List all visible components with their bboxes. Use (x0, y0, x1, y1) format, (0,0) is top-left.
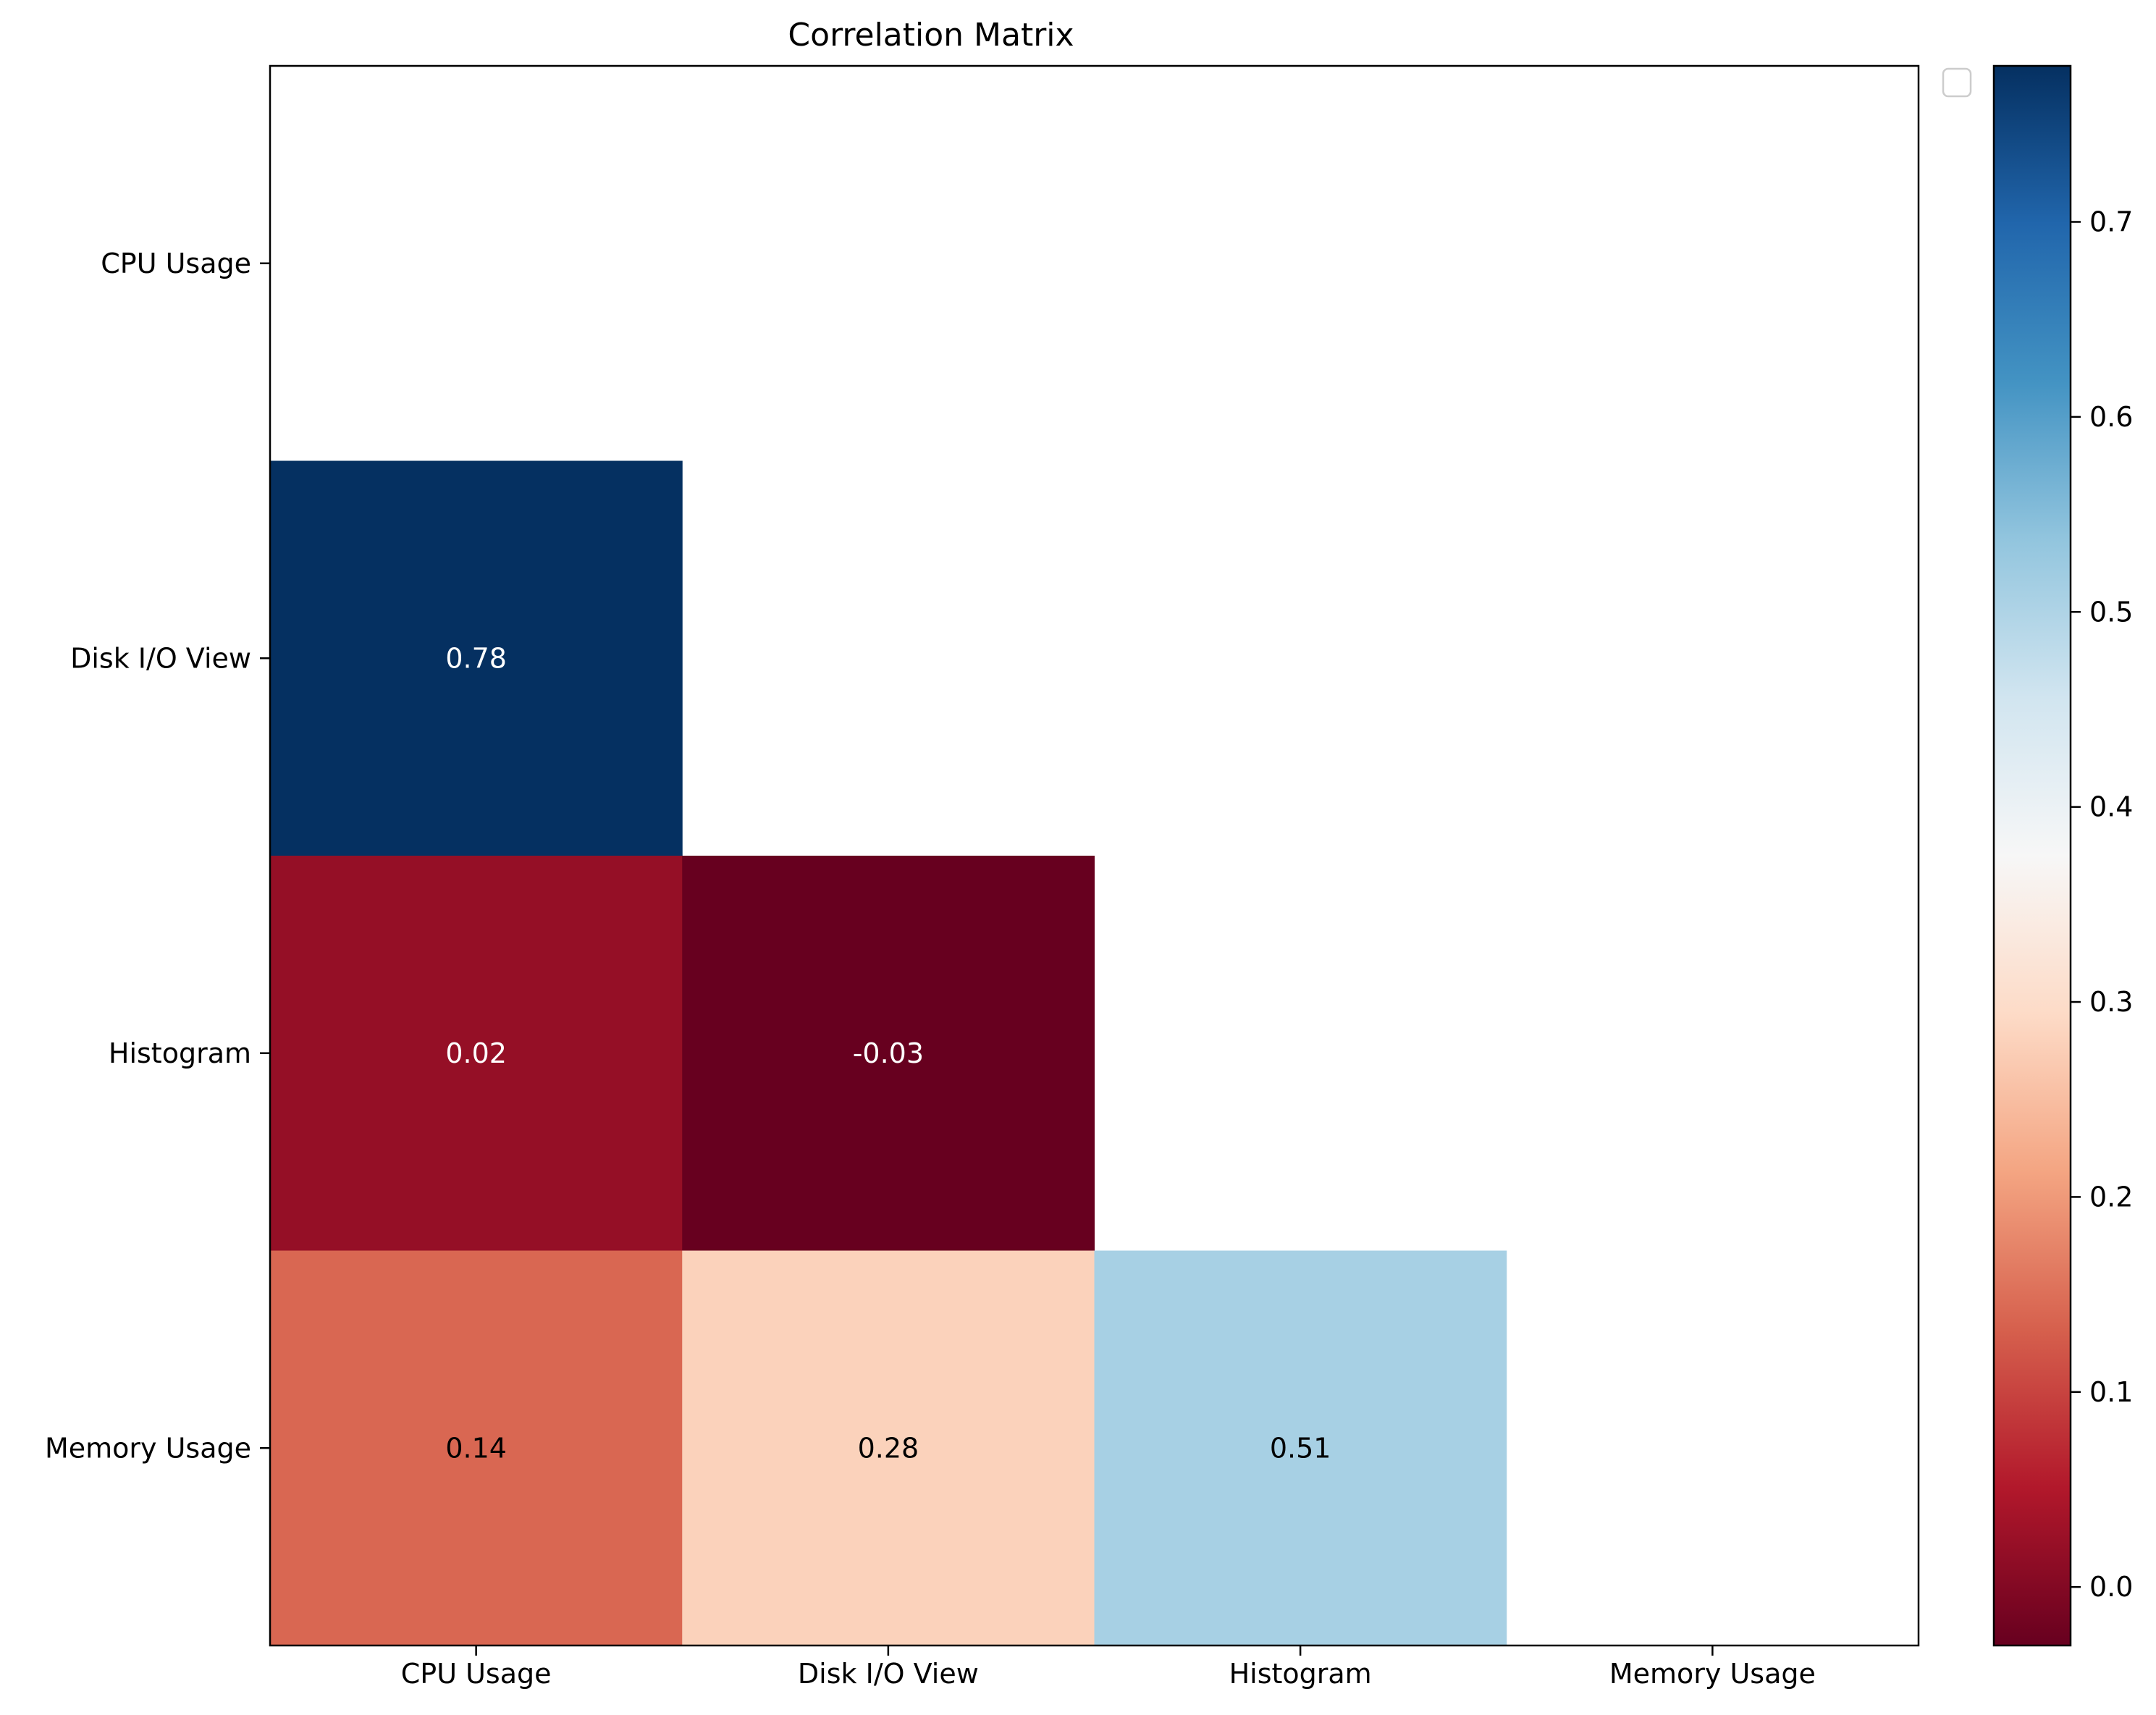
colorbar-tick-label: 0.0 (2089, 1571, 2133, 1603)
x-axis: CPU Usage Disk I/O View Histogram Memory Us… (401, 1646, 1816, 1690)
heatmap-cell (270, 1250, 683, 1646)
heatmap-cell (270, 856, 683, 1251)
heatmap-cell-labels: 0.78 0.02 -0.03 0.14 0.28 0.51 (445, 642, 1331, 1464)
chart-title: Correlation Matrix (788, 17, 1074, 54)
colorbar-tick-label: 0.6 (2089, 401, 2133, 433)
x-tick-label: CPU Usage (401, 1658, 552, 1690)
cell-value-label: -0.03 (853, 1037, 924, 1069)
y-axis: CPU Usage Disk I/O View Histogram Memory Us… (45, 248, 270, 1464)
colorbar-tick-label: 0.5 (2089, 596, 2133, 628)
y-tick-label: Histogram (109, 1037, 251, 1069)
heatmap-cell (682, 856, 1095, 1251)
heatmap-cell (682, 1250, 1095, 1646)
colorbar-tick-label: 0.1 (2089, 1376, 2133, 1408)
plot-frame (269, 64, 1920, 1647)
colorbar (1992, 64, 2072, 1647)
x-tick-label: Histogram (1229, 1658, 1372, 1690)
colorbar-tick-label: 0.2 (2089, 1181, 2133, 1213)
heatmap-cells (270, 460, 1507, 1646)
colorbar-ticks: 0.0 0.1 0.2 0.3 0.4 0.5 0.6 0.7 (2071, 206, 2133, 1603)
y-tick-label: Disk I/O View (70, 642, 251, 674)
cell-value-label: 0.14 (445, 1432, 507, 1464)
legend-box (1942, 67, 1972, 98)
y-tick-label: Memory Usage (45, 1432, 251, 1464)
cell-value-label: 0.28 (858, 1432, 919, 1464)
colorbar-tick-label: 0.3 (2089, 986, 2133, 1018)
cell-value-label: 0.02 (445, 1037, 507, 1069)
cell-value-label: 0.78 (445, 642, 507, 674)
x-tick-label: Disk I/O View (798, 1658, 979, 1690)
cell-value-label: 0.51 (1270, 1432, 1331, 1464)
y-tick-label: CPU Usage (101, 248, 251, 279)
colorbar-tick-label: 0.7 (2089, 206, 2133, 238)
colorbar-tick-label: 0.4 (2089, 791, 2133, 823)
heatmap-cell (1094, 1250, 1507, 1646)
heatmap-cell (270, 460, 683, 856)
x-tick-label: Memory Usage (1609, 1658, 1816, 1690)
